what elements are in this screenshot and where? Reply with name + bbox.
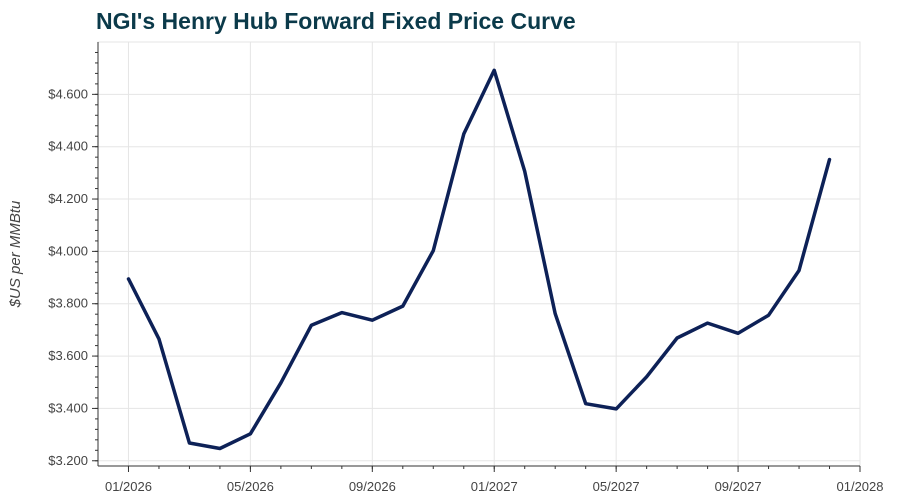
x-tick-label: 01/2028 [837,479,884,494]
y-tick-label: $3.800 [48,296,88,311]
x-tick-label: 05/2027 [593,479,640,494]
y-tick-label: $4.000 [48,243,88,258]
series-line [126,68,832,451]
axes [92,42,861,472]
y-tick-label: $3.200 [48,453,88,468]
y-tick-label: $3.400 [48,400,88,415]
y-tick-label: $4.200 [48,191,88,206]
x-tick-label: 09/2027 [715,479,762,494]
y-tick-label: $4.600 [48,86,88,101]
x-tick-label: 01/2027 [471,479,518,494]
grid [97,41,861,467]
x-tick-label: 09/2026 [349,479,396,494]
x-tick-label: 01/2026 [105,479,152,494]
chart-title: NGI's Henry Hub Forward Fixed Price Curv… [96,8,576,34]
x-tick-label: 05/2026 [227,479,274,494]
tick-labels: 01/2026 05/2026 09/2026 01/2027 05/2027 09/20… [48,86,883,494]
y-axis-label: $US per MMBtu [7,200,24,308]
series-layer [126,68,832,451]
y-tick-label: $4.400 [48,139,88,154]
y-tick-label: $3.600 [48,348,88,363]
